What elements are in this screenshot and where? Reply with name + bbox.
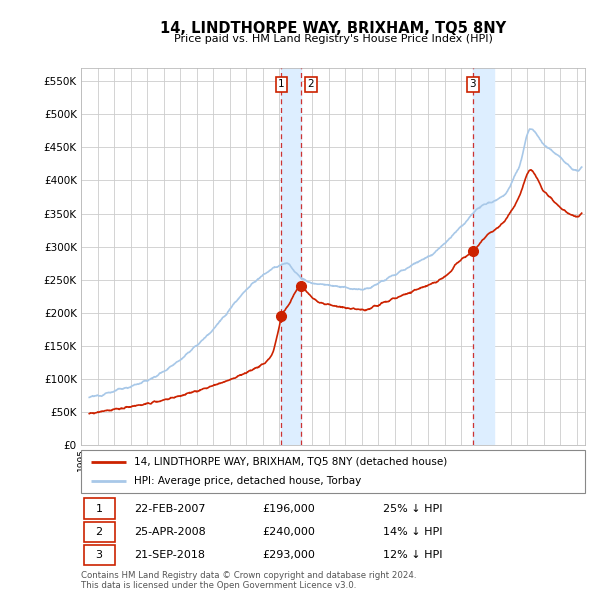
- FancyBboxPatch shape: [83, 522, 115, 542]
- Text: 22-FEB-2007: 22-FEB-2007: [134, 503, 205, 513]
- FancyBboxPatch shape: [83, 499, 115, 519]
- Text: Price paid vs. HM Land Registry's House Price Index (HPI): Price paid vs. HM Land Registry's House …: [173, 34, 493, 44]
- Text: 25% ↓ HPI: 25% ↓ HPI: [383, 503, 443, 513]
- Text: 2: 2: [95, 527, 103, 536]
- Text: £293,000: £293,000: [262, 550, 316, 560]
- Text: 3: 3: [470, 80, 476, 90]
- Text: £240,000: £240,000: [262, 527, 316, 536]
- Text: 21-SEP-2018: 21-SEP-2018: [134, 550, 205, 560]
- Text: 1: 1: [278, 80, 285, 90]
- Text: £196,000: £196,000: [262, 503, 315, 513]
- FancyBboxPatch shape: [83, 545, 115, 565]
- Text: 1: 1: [95, 503, 103, 513]
- Text: 12% ↓ HPI: 12% ↓ HPI: [383, 550, 443, 560]
- Text: Contains HM Land Registry data © Crown copyright and database right 2024.: Contains HM Land Registry data © Crown c…: [81, 571, 416, 580]
- Text: This data is licensed under the Open Government Licence v3.0.: This data is licensed under the Open Gov…: [81, 581, 356, 589]
- Bar: [473, 68, 494, 445]
- Text: 25-APR-2008: 25-APR-2008: [134, 527, 206, 536]
- Text: 14, LINDTHORPE WAY, BRIXHAM, TQ5 8NY (detached house): 14, LINDTHORPE WAY, BRIXHAM, TQ5 8NY (de…: [134, 457, 447, 467]
- Text: 3: 3: [95, 550, 103, 560]
- Text: 14% ↓ HPI: 14% ↓ HPI: [383, 527, 443, 536]
- Text: 14, LINDTHORPE WAY, BRIXHAM, TQ5 8NY: 14, LINDTHORPE WAY, BRIXHAM, TQ5 8NY: [160, 21, 506, 35]
- Text: HPI: Average price, detached house, Torbay: HPI: Average price, detached house, Torb…: [134, 476, 361, 486]
- Bar: [281, 68, 301, 445]
- Text: 2: 2: [308, 80, 314, 90]
